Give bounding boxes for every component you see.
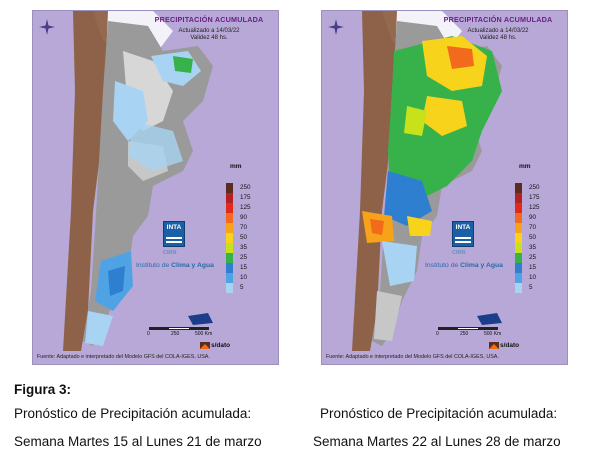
- precipitation-map-right: PRECIPITACIÓN ACUMULADA Actualizado a 14…: [321, 10, 568, 365]
- scale-bar: 0 250 500 Km: [147, 327, 219, 341]
- legend-item: 50: [226, 233, 278, 243]
- malvinas-islands: [188, 313, 213, 325]
- andes-terrain: [63, 11, 108, 351]
- no-data-label: s/dato: [211, 342, 231, 349]
- inta-logo: INTA: [163, 221, 185, 247]
- legend-item: 50: [515, 233, 567, 243]
- legend-item: 70: [515, 223, 567, 233]
- legend-item: 70: [226, 223, 278, 233]
- caption-right-line2: Semana Martes 22 al Lunes 28 de marzo: [313, 434, 561, 449]
- map-validity: Validez 48 hs.: [190, 35, 228, 41]
- legend-item: 5: [226, 283, 278, 293]
- legend-unit: mm: [230, 163, 242, 170]
- legend-item: 35: [226, 243, 278, 253]
- legend-item: 35: [515, 243, 567, 253]
- map-updated-date: Actualizado a 14/03/22: [178, 28, 240, 34]
- institute-name: Instituto de Clima y Agua: [425, 262, 503, 269]
- legend-item: 25: [515, 253, 567, 263]
- map-title: PRECIPITACIÓN ACUMULADA: [154, 15, 264, 24]
- legend-item: 10: [226, 273, 278, 283]
- legend-item: 10: [515, 273, 567, 283]
- inta-logo: INTA: [452, 221, 474, 247]
- argentina-map-left: [63, 11, 213, 351]
- legend-item: 90: [226, 213, 278, 223]
- compass-rose-icon: [328, 19, 344, 35]
- legend-item: 5: [515, 283, 567, 293]
- legend-item: 90: [515, 213, 567, 223]
- andes-terrain: [352, 11, 397, 351]
- map-updated-date: Actualizado a 14/03/22: [467, 28, 529, 34]
- malvinas-islands: [477, 313, 502, 325]
- legend-item: 125: [226, 203, 278, 213]
- map-validity: Validez 48 hs.: [479, 35, 517, 41]
- map-source: Fuente: Adaptado e interpretado del Mode…: [326, 354, 499, 360]
- legend-item: 125: [515, 203, 567, 213]
- legend-item: 25: [226, 253, 278, 263]
- no-data-icon: [200, 342, 210, 349]
- legend-item: 175: [226, 193, 278, 203]
- argentina-map-right: [352, 11, 502, 351]
- scale-bar: 0 250 500 Km: [436, 327, 508, 341]
- no-data-icon: [489, 342, 499, 349]
- figure-label: Figura 3:: [14, 382, 72, 397]
- map-title: PRECIPITACIÓN ACUMULADA: [443, 15, 553, 24]
- legend-unit: mm: [519, 163, 531, 170]
- precipitation-map-left: PRECIPITACIÓN ACUMULADA Actualizado a 14…: [32, 10, 279, 365]
- cirn-label: CIRN: [452, 250, 466, 256]
- legend-item: 175: [515, 193, 567, 203]
- legend-item: 250: [226, 183, 278, 193]
- caption-left-line2: Semana Martes 15 al Lunes 21 de marzo: [14, 434, 262, 449]
- legend-item: 250: [515, 183, 567, 193]
- caption-left-line1: Pronóstico de Precipitación acumulada:: [14, 406, 252, 421]
- legend-item: 15: [226, 263, 278, 273]
- cirn-label: CIRN: [163, 250, 177, 256]
- institute-name: Instituto de Clima y Agua: [136, 262, 214, 269]
- compass-rose-icon: [39, 19, 55, 35]
- map-source: Fuente: Adaptado e interpretado del Mode…: [37, 354, 210, 360]
- legend-item: 15: [515, 263, 567, 273]
- no-data-label: s/dato: [500, 342, 520, 349]
- caption-right-line1: Pronóstico de Precipitación acumulada:: [320, 406, 558, 421]
